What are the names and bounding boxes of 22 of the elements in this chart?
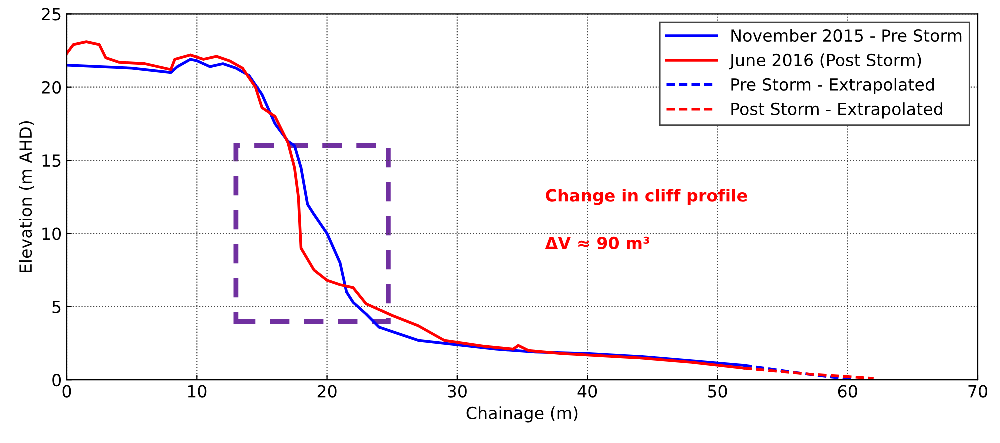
x-tick-label: 40 [578, 385, 598, 398]
x-tick-label: 0 [62, 385, 72, 398]
x-axis-title: Chainage (m) [466, 406, 578, 423]
y-tick-label: 20 [42, 81, 62, 94]
annotation: ΔV ≈ 90 m³ [545, 236, 650, 250]
x-tick-label: 10 [188, 385, 207, 398]
legend-label: November 2015 - Pre Storm [732, 29, 962, 42]
y-tick-label: 0 [52, 374, 62, 387]
y-tick-label: 10 [42, 228, 62, 240]
x-tick-label: 30 [448, 385, 467, 398]
x-tick-label: 60 [838, 385, 858, 398]
legend-label: Post Storm - Extrapolated [732, 102, 942, 119]
y-tick-label: 25 [42, 8, 61, 21]
x-tick-label: 20 [318, 385, 337, 398]
y-tick-label: 15 [42, 154, 61, 168]
y-axis-title: Elevation (m AHD) [19, 122, 34, 273]
x-tick-label: 50 [708, 385, 728, 398]
x-tick-label: 70 [968, 385, 988, 398]
legend-label: Pre Storm - Extrapolated [732, 78, 934, 94]
y-tick-label: 5 [52, 301, 61, 314]
legend-label: June 2016 (Post Storm) [729, 54, 922, 70]
annotation: Change in cliff profile [546, 189, 748, 206]
